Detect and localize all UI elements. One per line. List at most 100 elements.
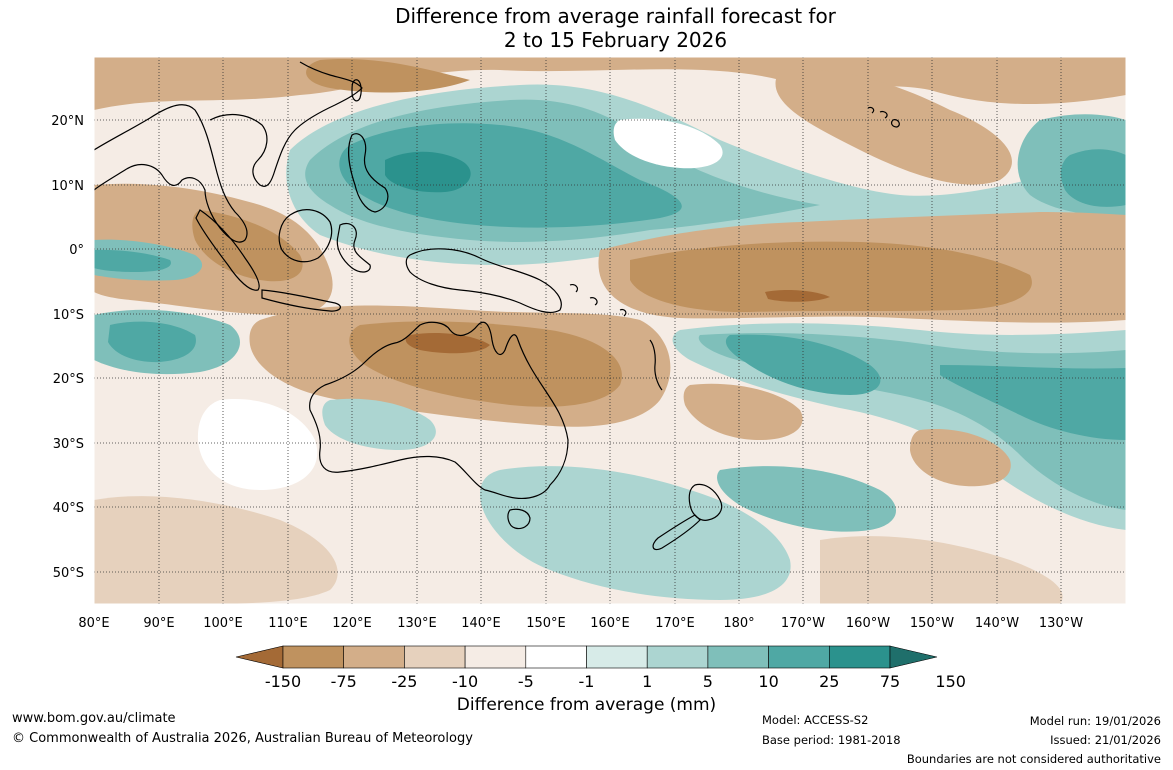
australia-coastline bbox=[309, 321, 569, 500]
region-dry-equatorial-core bbox=[765, 289, 830, 302]
colorbar-swatch bbox=[282, 645, 345, 669]
colorbar-swatch bbox=[646, 645, 709, 669]
region-wet-tasman-mid bbox=[717, 466, 897, 532]
java-coastline bbox=[261, 289, 342, 312]
graticule bbox=[94, 57, 1126, 604]
lon-tick-label: 160°E bbox=[590, 616, 630, 631]
new-zealand-north-coastline bbox=[688, 483, 723, 521]
colorbar-label: -10 bbox=[452, 672, 478, 691]
colorbar-label: 5 bbox=[703, 672, 713, 691]
boundaries-disclaimer: Boundaries are not considered authoritat… bbox=[906, 752, 1161, 766]
region-wet-spcz-strong bbox=[725, 334, 881, 395]
taiwan-coastline bbox=[351, 79, 362, 102]
colorbar-label: -150 bbox=[265, 672, 301, 691]
colorbar-title: Difference from average (mm) bbox=[456, 695, 717, 715]
colorbar-label: 75 bbox=[880, 672, 900, 691]
latitude-labels: 20°N 10°N 0° 10°S 20°S 30°S 40°S 50°S bbox=[51, 114, 84, 581]
lon-tick-label: 160°W bbox=[846, 616, 890, 631]
lat-tick-label: 0° bbox=[69, 243, 84, 258]
region-dry-southwest bbox=[94, 496, 338, 604]
lon-tick-label: 130°E bbox=[397, 616, 437, 631]
chart-title: Difference from average rainfall forecas… bbox=[0, 4, 1173, 52]
colorbar-label: -75 bbox=[331, 672, 357, 691]
sulawesi-coastline bbox=[336, 222, 371, 273]
model-run-date: Model run: 19/01/2026 bbox=[1029, 714, 1161, 728]
coastlines bbox=[94, 61, 900, 551]
lon-tick-label: 120°E bbox=[332, 616, 372, 631]
region-wet-warm-pool-strong bbox=[339, 123, 682, 228]
colorbar-swatch bbox=[404, 645, 466, 669]
colorbar-swatch bbox=[707, 645, 769, 669]
lon-tick-label: 130°W bbox=[1039, 616, 1083, 631]
asia-mainland-coastline bbox=[94, 61, 363, 243]
lon-tick-label: 90°E bbox=[143, 616, 174, 631]
lon-tick-label: 150°E bbox=[526, 616, 566, 631]
colorbar-label: -5 bbox=[518, 672, 534, 691]
region-wet-south-australia bbox=[322, 398, 436, 450]
region-near-average-australia bbox=[197, 399, 318, 490]
colorbar-label: 25 bbox=[819, 672, 839, 691]
lat-tick-label: 10°N bbox=[51, 179, 84, 194]
lat-tick-label: 50°S bbox=[53, 566, 84, 581]
colorbar-labels: -150 -75 -25 -10 -5 -1 1 5 10 25 75 150 bbox=[265, 672, 966, 691]
region-dry-northern-australia-core bbox=[405, 333, 490, 354]
lat-tick-label: 20°N bbox=[51, 114, 84, 129]
lat-tick-label: 30°S bbox=[53, 437, 84, 452]
colorbar-label: -1 bbox=[579, 672, 595, 691]
colorbar-arrow-low bbox=[235, 645, 284, 669]
colorbar-swatch bbox=[828, 645, 891, 669]
lon-tick-label: 100°E bbox=[203, 616, 243, 631]
colorbar-swatches bbox=[282, 645, 891, 669]
region-dry-equatorial-strong bbox=[630, 241, 1032, 313]
region-near-average-north-pacific bbox=[613, 118, 723, 169]
colorbar-label: -25 bbox=[391, 672, 417, 691]
lon-tick-label: 170°E bbox=[655, 616, 695, 631]
colorbar-swatch bbox=[464, 645, 527, 669]
lat-tick-label: 20°S bbox=[53, 372, 84, 387]
model-name: Model: ACCESS-S2 bbox=[762, 713, 869, 727]
colorbar: -150 -75 -25 -10 -5 -1 1 5 10 25 75 150 bbox=[235, 645, 966, 691]
new-guinea-coastline bbox=[405, 248, 562, 314]
region-wet-indian-ocean-south-strong bbox=[108, 321, 196, 363]
lat-tick-label: 10°S bbox=[53, 308, 84, 323]
region-wet-warm-pool-core bbox=[385, 151, 471, 193]
colorbar-swatch bbox=[343, 645, 405, 669]
colorbar-swatch bbox=[586, 645, 648, 669]
region-wet-northeast-strong bbox=[1060, 149, 1126, 207]
new-zealand-south-coastline bbox=[652, 514, 701, 551]
lon-tick-label: 170°W bbox=[781, 616, 825, 631]
issued-date: Issued: 21/01/2026 bbox=[1050, 733, 1161, 747]
region-dry-south-pacific bbox=[820, 536, 1063, 604]
lat-tick-label: 40°S bbox=[53, 501, 84, 516]
borneo-coastline bbox=[278, 209, 333, 263]
map-frame bbox=[93, 56, 1127, 605]
region-wet-indian-ocean-north-strong bbox=[94, 249, 171, 272]
title-line-2: 2 to 15 February 2026 bbox=[503, 28, 728, 52]
philippines-coastline bbox=[347, 133, 389, 213]
colorbar-label: 10 bbox=[758, 672, 778, 691]
lon-tick-label: 150°W bbox=[910, 616, 954, 631]
region-dry-north-strong bbox=[306, 59, 470, 93]
copyright-text: © Commonwealth of Australia 2026, Austra… bbox=[12, 731, 473, 746]
solomon-vanuatu-islands bbox=[569, 283, 663, 391]
colorbar-label: 1 bbox=[642, 672, 652, 691]
colorbar-arrow-high bbox=[889, 645, 938, 669]
colorbar-label: 150 bbox=[935, 672, 966, 691]
base-period: Base period: 1981-2018 bbox=[762, 733, 901, 747]
website-link[interactable]: www.bom.gov.au/climate bbox=[12, 711, 176, 726]
hawaii-islands bbox=[867, 106, 900, 128]
region-wet-tasman bbox=[480, 466, 791, 600]
region-dry-coral-sea bbox=[683, 383, 803, 440]
colorbar-swatch bbox=[525, 645, 587, 669]
region-wet-spcz-east-strong bbox=[940, 365, 1126, 440]
colorbar-swatch bbox=[768, 645, 830, 669]
lon-tick-label: 80°E bbox=[78, 616, 109, 631]
lon-tick-label: 140°W bbox=[975, 616, 1019, 631]
lon-tick-label: 110°E bbox=[268, 616, 308, 631]
tasmania-coastline bbox=[507, 508, 531, 530]
longitude-labels: 80°E 90°E 100°E 110°E 120°E 130°E 140°E … bbox=[78, 616, 1083, 631]
lon-tick-label: 180° bbox=[723, 616, 754, 631]
lon-tick-label: 140°E bbox=[461, 616, 501, 631]
title-line-1: Difference from average rainfall forecas… bbox=[395, 4, 836, 28]
